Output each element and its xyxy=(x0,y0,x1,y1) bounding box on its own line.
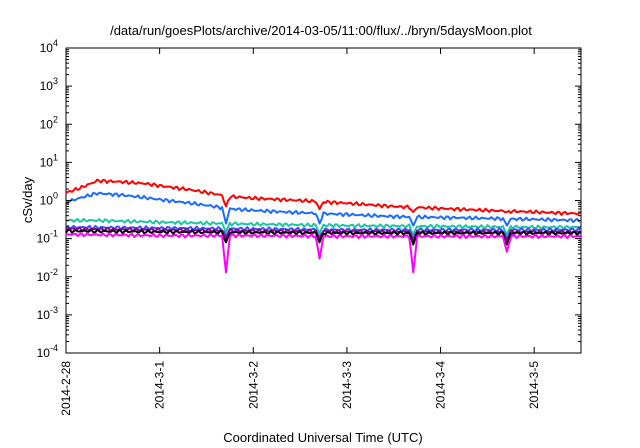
x-ticks: 2014-2-28 2014-3-1 2014-3-2 2014-3-3 2014-3-… xyxy=(59,48,541,416)
plot-area xyxy=(65,47,582,354)
y-axis-label: cSv/day xyxy=(20,176,35,223)
x-tick-label: 2014-3-1 xyxy=(153,361,167,409)
x-tick-label: 2014-2-28 xyxy=(59,361,73,416)
chart-title: /data/run/goesPlots/archive/2014-03-05/1… xyxy=(110,23,532,38)
y-tick-label: 100 xyxy=(40,191,58,208)
y-tick-label: 10-4 xyxy=(37,343,58,360)
x-tick-label: 2014-3-4 xyxy=(434,361,448,409)
series-line xyxy=(65,191,582,227)
y-tick-label: 10-3 xyxy=(37,305,58,322)
y-tick-label: 10-2 xyxy=(37,267,58,284)
y-tick-label: 104 xyxy=(40,38,58,55)
x-tick-label: 2014-3-2 xyxy=(246,361,260,409)
series-layer xyxy=(65,178,582,274)
series-line xyxy=(65,232,582,274)
y-tick-label: 103 xyxy=(40,76,58,93)
y-tick-label: 102 xyxy=(40,114,58,131)
series-line xyxy=(65,228,582,246)
series-line xyxy=(65,217,582,236)
y-ticks: 10-4 10-3 10-2 10-1 100 101 102 103 104 xyxy=(37,38,581,360)
x-tick-label: 2014-3-5 xyxy=(527,361,541,409)
y-tick-label: 10-1 xyxy=(37,229,58,246)
series-line xyxy=(65,178,582,216)
x-axis-label: Coordinated Universal Time (UTC) xyxy=(223,430,422,445)
y-tick-label: 101 xyxy=(40,152,58,169)
x-tick-label: 2014-3-3 xyxy=(340,361,354,409)
